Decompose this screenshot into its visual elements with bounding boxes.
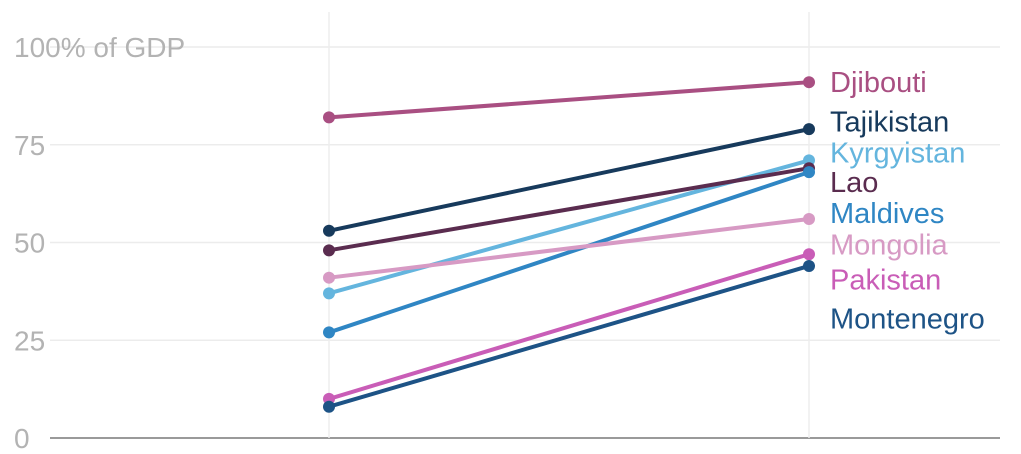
series-point	[323, 326, 335, 339]
series-point	[323, 287, 335, 300]
y-tick-label: 75	[14, 130, 45, 161]
series-line	[327, 217, 811, 280]
series-label: Montenegro	[830, 304, 985, 336]
series-point	[803, 248, 815, 261]
y-tick-label: 100% of GDP	[14, 32, 185, 63]
series-label: Tajikistan	[830, 106, 949, 138]
series-lines	[327, 80, 811, 409]
series-line	[327, 166, 811, 253]
series-label: Pakistan	[830, 265, 941, 297]
series-point	[323, 271, 335, 284]
series-points	[323, 76, 815, 413]
series-point	[803, 259, 815, 272]
series-label: Lao	[830, 167, 878, 199]
series-label: Djibouti	[830, 67, 927, 99]
series-line	[327, 80, 811, 120]
series-line	[327, 127, 811, 233]
series-label: Kyrgyistan	[830, 138, 965, 170]
series-point	[323, 111, 335, 124]
series-point	[803, 123, 815, 136]
series-label: Maldives	[830, 198, 944, 230]
y-tick-label: 25	[14, 325, 45, 356]
series-point	[323, 224, 335, 237]
series-line	[327, 252, 811, 401]
series-label: Mongolia	[830, 229, 949, 261]
series-point	[803, 166, 815, 179]
series-line	[327, 170, 811, 335]
series-point	[803, 213, 815, 226]
series-labels: DjiboutiTajikistanKyrgyistanLaoMaldivesM…	[830, 67, 985, 336]
series-point	[323, 244, 335, 257]
y-tick-label: 50	[14, 228, 45, 259]
y-tick-label: 0	[14, 423, 30, 454]
series-point	[803, 76, 815, 89]
series-line	[327, 263, 811, 409]
y-axis-ticks: 0 25 50 75 100% of GDP	[14, 32, 185, 454]
series-point	[323, 400, 335, 413]
